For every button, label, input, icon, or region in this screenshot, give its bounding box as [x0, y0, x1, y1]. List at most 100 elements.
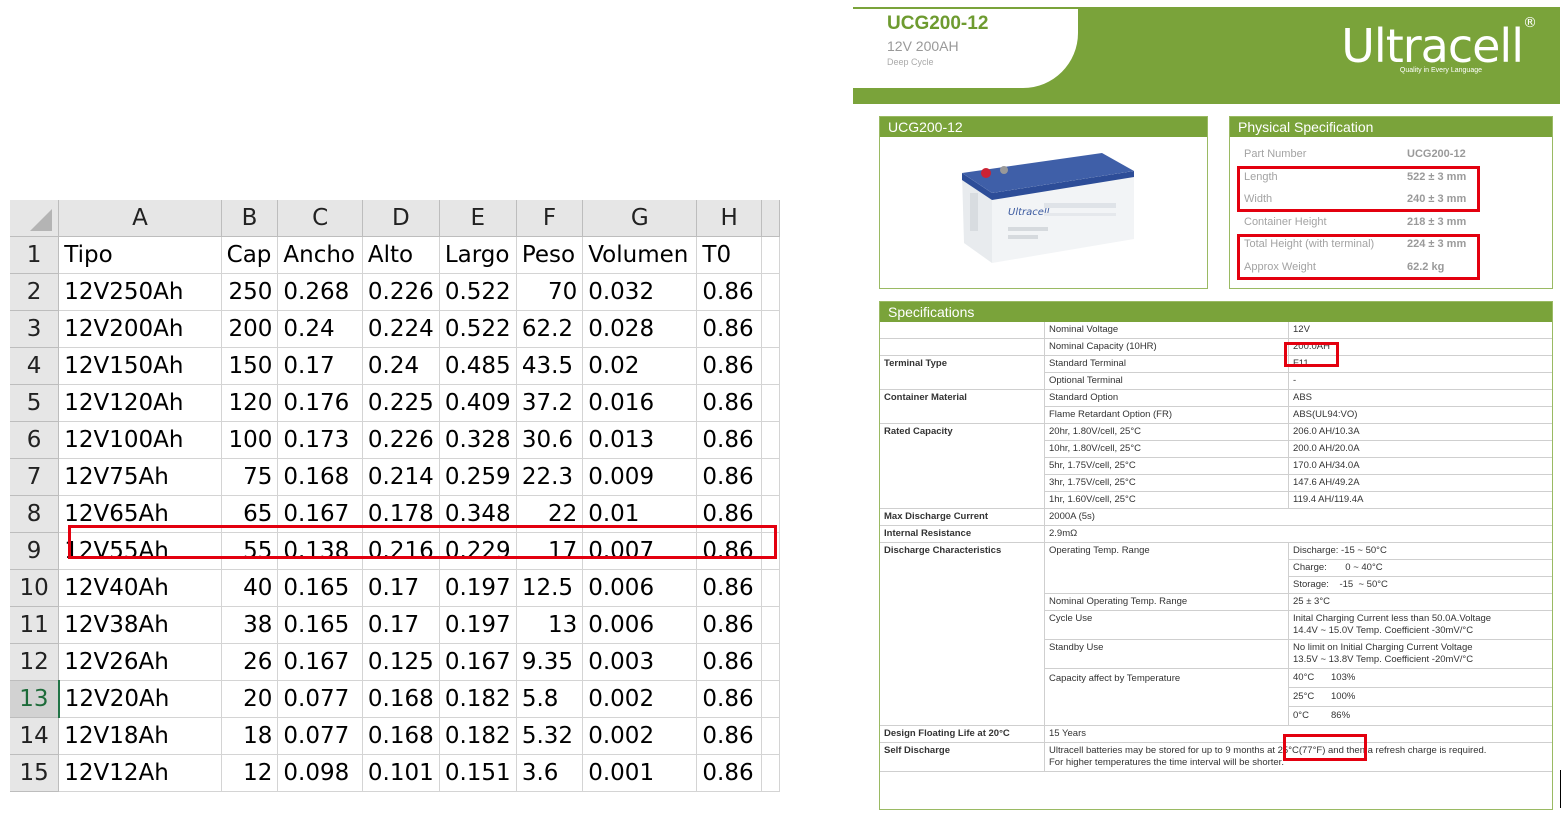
table-cell[interactable]: Alto: [362, 236, 440, 274]
table-cell-partial[interactable]: [761, 495, 780, 533]
table-cell[interactable]: 0.165: [277, 569, 363, 607]
table-cell[interactable]: 12V75Ah: [58, 458, 222, 496]
table-cell-partial[interactable]: [761, 680, 780, 718]
table-cell[interactable]: 0.151: [439, 754, 517, 792]
table-cell[interactable]: 0.328: [439, 421, 517, 459]
table-cell[interactable]: 0.226: [362, 273, 440, 311]
column-header[interactable]: H: [696, 200, 762, 237]
table-cell[interactable]: 0.86: [696, 754, 762, 792]
table-cell[interactable]: 3.6: [516, 754, 584, 792]
table-cell[interactable]: 38: [221, 606, 279, 644]
table-cell[interactable]: 120: [221, 384, 279, 422]
table-cell[interactable]: 13: [516, 606, 584, 644]
table-cell[interactable]: 30.6: [516, 421, 584, 459]
table-cell[interactable]: 0.409: [439, 384, 517, 422]
table-cell[interactable]: Tipo: [58, 236, 222, 274]
table-cell[interactable]: 0.016: [582, 384, 698, 422]
column-header[interactable]: B: [221, 200, 279, 237]
table-cell[interactable]: 0.168: [277, 458, 363, 496]
table-cell[interactable]: 0.17: [277, 347, 363, 385]
table-cell[interactable]: 0.077: [277, 717, 363, 755]
table-cell[interactable]: 9.35: [516, 643, 584, 681]
table-cell[interactable]: 0.24: [277, 310, 363, 348]
table-cell[interactable]: 0.268: [277, 273, 363, 311]
table-cell[interactable]: 0.216: [362, 532, 440, 570]
table-cell[interactable]: 0.002: [582, 680, 698, 718]
table-cell-partial[interactable]: [761, 569, 780, 607]
table-cell[interactable]: 0.214: [362, 458, 440, 496]
column-header-partial[interactable]: [761, 200, 780, 237]
table-cell[interactable]: 150: [221, 347, 279, 385]
table-cell[interactable]: 12V120Ah: [58, 384, 222, 422]
table-cell-partial[interactable]: [761, 384, 780, 422]
table-cell[interactable]: 22.3: [516, 458, 584, 496]
table-cell[interactable]: 20: [221, 680, 279, 718]
table-cell[interactable]: 12: [221, 754, 279, 792]
row-header[interactable]: 13: [10, 680, 60, 718]
table-cell[interactable]: 0.197: [439, 569, 517, 607]
table-cell[interactable]: 0.522: [439, 273, 517, 311]
table-cell[interactable]: 0.225: [362, 384, 440, 422]
table-cell[interactable]: 12V12Ah: [58, 754, 222, 792]
table-cell[interactable]: 0.003: [582, 643, 698, 681]
table-cell[interactable]: 0.86: [696, 384, 762, 422]
table-cell[interactable]: 0.182: [439, 680, 517, 718]
table-cell[interactable]: 75: [221, 458, 279, 496]
table-cell[interactable]: 0.485: [439, 347, 517, 385]
row-header[interactable]: 8: [10, 495, 60, 533]
table-cell-partial[interactable]: [761, 643, 780, 681]
table-cell[interactable]: 200: [221, 310, 279, 348]
table-cell[interactable]: 100: [221, 421, 279, 459]
table-cell[interactable]: 40: [221, 569, 279, 607]
table-cell[interactable]: 12V18Ah: [58, 717, 222, 755]
table-cell[interactable]: 12V250Ah: [58, 273, 222, 311]
table-cell[interactable]: 250: [221, 273, 279, 311]
table-cell[interactable]: 12V100Ah: [58, 421, 222, 459]
table-cell[interactable]: 0.077: [277, 680, 363, 718]
table-cell[interactable]: 0.17: [362, 606, 440, 644]
table-cell[interactable]: 0.167: [277, 643, 363, 681]
table-cell-partial[interactable]: [761, 347, 780, 385]
table-cell[interactable]: 0.006: [582, 569, 698, 607]
table-cell[interactable]: 12V40Ah: [58, 569, 222, 607]
table-cell[interactable]: 12V200Ah: [58, 310, 222, 348]
column-header[interactable]: G: [582, 200, 698, 237]
table-cell[interactable]: 0.182: [439, 717, 517, 755]
table-cell[interactable]: T0: [696, 236, 762, 274]
table-cell[interactable]: 0.86: [696, 310, 762, 348]
row-header[interactable]: 1: [10, 236, 60, 274]
table-cell-partial[interactable]: [761, 421, 780, 459]
table-cell[interactable]: 0.101: [362, 754, 440, 792]
table-cell[interactable]: 0.86: [696, 273, 762, 311]
row-header[interactable]: 2: [10, 273, 60, 311]
table-cell[interactable]: 0.032: [582, 273, 698, 311]
table-cell[interactable]: 0.86: [696, 680, 762, 718]
table-cell[interactable]: 0.125: [362, 643, 440, 681]
table-cell[interactable]: 0.006: [582, 606, 698, 644]
table-cell[interactable]: 0.224: [362, 310, 440, 348]
table-cell[interactable]: 0.165: [277, 606, 363, 644]
row-header[interactable]: 7: [10, 458, 60, 496]
select-all-corner[interactable]: [10, 200, 60, 237]
row-header[interactable]: 14: [10, 717, 60, 755]
table-cell[interactable]: 70: [516, 273, 584, 311]
table-cell[interactable]: 5.8: [516, 680, 584, 718]
table-cell[interactable]: 0.86: [696, 606, 762, 644]
table-cell[interactable]: 0.168: [362, 680, 440, 718]
row-header[interactable]: 5: [10, 384, 60, 422]
table-cell[interactable]: 0.86: [696, 421, 762, 459]
table-cell[interactable]: 0.86: [696, 717, 762, 755]
table-cell[interactable]: 0.86: [696, 347, 762, 385]
column-header[interactable]: D: [362, 200, 440, 237]
table-cell[interactable]: 0.259: [439, 458, 517, 496]
row-header[interactable]: 10: [10, 569, 60, 607]
table-cell[interactable]: 0.173: [277, 421, 363, 459]
table-cell[interactable]: 0.226: [362, 421, 440, 459]
table-cell[interactable]: 12.5: [516, 569, 584, 607]
row-header[interactable]: 4: [10, 347, 60, 385]
table-cell[interactable]: 0.009: [582, 458, 698, 496]
table-cell[interactable]: Largo: [439, 236, 517, 274]
table-cell-partial[interactable]: [761, 310, 780, 348]
table-cell[interactable]: 18: [221, 717, 279, 755]
row-header[interactable]: 9: [10, 532, 60, 570]
